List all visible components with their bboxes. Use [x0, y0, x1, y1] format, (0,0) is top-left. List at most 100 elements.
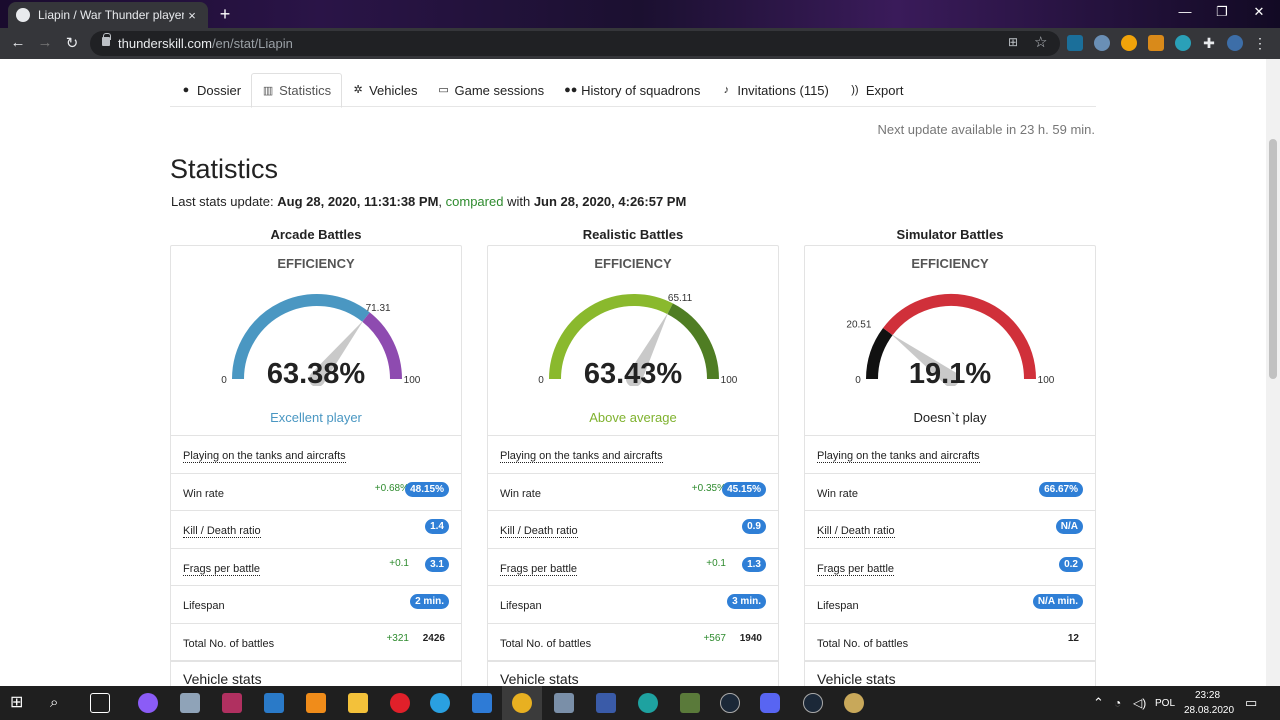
network-icon[interactable]: ◔ [1114, 696, 1122, 710]
stat-label: Lifespan [500, 600, 542, 612]
tab-game-sessions[interactable]: ▭ Game sessions [428, 73, 555, 107]
tab-vehicles[interactable]: ✲ Vehicles [342, 73, 427, 107]
extension-icon[interactable] [1148, 35, 1164, 51]
stat-badge: 0.2 [1059, 556, 1083, 572]
steam-icon[interactable] [803, 693, 823, 713]
stat-label: Lifespan [183, 600, 225, 612]
opera-icon[interactable] [390, 693, 410, 713]
battle-mode-column: Simulator Battles EFFICIENCY 20.51 0 100 19.1… [804, 227, 1096, 686]
address-bar[interactable]: thunderskill.com/en/stat/Liapin ⊞ ☆ [90, 31, 1060, 56]
forward-icon[interactable]: → [37, 34, 53, 51]
tab-statistics[interactable]: ▥ Statistics [251, 73, 343, 108]
vehicle-stats-section: Vehicle stats [171, 661, 461, 686]
discord-icon[interactable] [760, 693, 780, 713]
extension-icon[interactable] [1067, 35, 1083, 51]
puzzle-icon[interactable]: ✚ [1203, 35, 1215, 51]
chrome-icon[interactable] [512, 693, 532, 713]
browser-tab[interactable]: Liapin / War Thunder player stati × [8, 2, 208, 28]
back-icon[interactable]: ← [10, 34, 26, 51]
stat-label[interactable]: Frags per battle [500, 562, 578, 576]
gauge-arc-upper [883, 294, 1036, 380]
tab-history-of-squadrons[interactable]: ●● History of squadrons [554, 73, 710, 107]
stat-label[interactable]: Playing on the tanks and aircrafts [183, 450, 346, 463]
lock-icon [102, 33, 111, 46]
app-icon[interactable] [138, 693, 158, 713]
gauge-min-label: 0 [855, 375, 861, 386]
window-close-icon[interactable]: ✕ [1253, 4, 1265, 19]
stat-row: Playing on the tanks and aircrafts [805, 436, 1095, 474]
stat-label[interactable]: Frags per battle [183, 562, 261, 576]
volume-icon[interactable]: ◁) [1133, 696, 1147, 710]
folder-icon[interactable] [348, 693, 368, 713]
browser-tab-title: Liapin / War Thunder player stati [38, 8, 184, 22]
stat-row: Kill / Death ratio 0.9 [488, 511, 778, 549]
users-icon: ●● [564, 84, 578, 96]
tab-export[interactable]: )) Export [839, 73, 914, 107]
tab-invitations-115[interactable]: ♪ Invitations (115) [710, 73, 839, 107]
steam-icon[interactable] [720, 693, 740, 713]
favicon-icon [16, 8, 30, 22]
stat-label: Total No. of battles [500, 637, 592, 650]
gauge-arc-lower [232, 294, 370, 380]
stat-delta: +0.1 [389, 557, 409, 569]
reload-icon[interactable]: ↻ [65, 35, 79, 52]
stat-label[interactable]: Frags per battle [817, 562, 895, 576]
clock-date[interactable]: 28.08.2020 [1184, 705, 1235, 716]
stat-row: Playing on the tanks and aircrafts [488, 436, 778, 474]
tab-dossier[interactable]: ● Dossier [170, 73, 251, 107]
stat-row: Win rate 66.67% [805, 474, 1095, 511]
winrar-icon[interactable] [222, 693, 242, 713]
app-icon[interactable] [264, 693, 284, 713]
close-tab-icon[interactable]: × [188, 7, 196, 23]
clock-time[interactable]: 23:28 [1195, 690, 1221, 701]
edge-icon[interactable] [638, 693, 658, 713]
sublime-icon[interactable] [306, 693, 326, 713]
extension-icon[interactable] [1121, 35, 1137, 51]
stat-label[interactable]: Kill / Death ratio [500, 525, 578, 538]
notifications-icon[interactable]: ▭ [1245, 695, 1258, 710]
telegram-icon[interactable] [430, 693, 450, 713]
stat-row: Win rate +0.35% 45.15% [488, 474, 778, 511]
extension-icon[interactable] [1175, 35, 1191, 51]
gauge-needle [626, 312, 669, 383]
profile-avatar[interactable] [1227, 35, 1243, 51]
stat-label[interactable]: Kill / Death ratio [817, 525, 895, 538]
compared-link[interactable]: compared [445, 194, 504, 209]
stat-value: 12 [1067, 632, 1079, 644]
player-rating: Excellent player [270, 410, 362, 425]
stat-delta: +0.68% [374, 482, 409, 494]
extension-icon[interactable] [1094, 35, 1110, 51]
last-update-text: Last stats update: Aug 28, 2020, 11:31:3… [171, 194, 687, 209]
scrollbar[interactable] [1266, 59, 1280, 686]
stat-row: Total No. of battles +567 1940 [488, 624, 778, 661]
language-indicator[interactable]: POL [1155, 698, 1176, 709]
page-content: ● Dossier ▥ Statistics ✲ Vehicles ▭ Game sessio… [0, 59, 1266, 686]
app-icon[interactable] [554, 693, 574, 713]
stat-row: Frags per battle +0.1 1.3 [488, 549, 778, 586]
tab-label: Vehicles [369, 82, 418, 98]
stat-label[interactable]: Kill / Death ratio [183, 525, 261, 538]
star-icon[interactable]: ☆ [1034, 34, 1048, 51]
task-view-icon[interactable] [90, 693, 110, 713]
new-tab-button[interactable]: + [219, 4, 231, 24]
stat-row: Kill / Death ratio N/A [805, 511, 1095, 549]
stat-label[interactable]: Playing on the tanks and aircrafts [500, 450, 663, 463]
search-icon[interactable]: ⌕ [50, 694, 59, 711]
windows-start-icon[interactable]: ⊞ [10, 694, 24, 711]
app-icon[interactable] [844, 693, 864, 713]
gauge-needle [310, 320, 364, 384]
tab-label: Statistics [279, 83, 332, 98]
minimize-icon[interactable]: — [1178, 4, 1192, 19]
stat-row: Lifespan 2 min. [171, 586, 461, 624]
scrollbar-thumb[interactable] [1269, 139, 1277, 379]
mail-icon[interactable] [472, 693, 492, 713]
app-icon[interactable] [180, 693, 200, 713]
app-icon[interactable] [680, 693, 700, 713]
menu-icon[interactable]: ⋮ [1253, 35, 1267, 51]
bell-icon: ♪ [723, 84, 730, 96]
maximize-icon[interactable]: ❐ [1216, 4, 1228, 19]
stat-label[interactable]: Playing on the tanks and aircrafts [817, 450, 980, 463]
tray-chevron-icon[interactable]: ⌃ [1093, 695, 1104, 710]
translate-icon[interactable]: ⊞ [1008, 35, 1019, 49]
app-icon[interactable] [596, 693, 616, 713]
